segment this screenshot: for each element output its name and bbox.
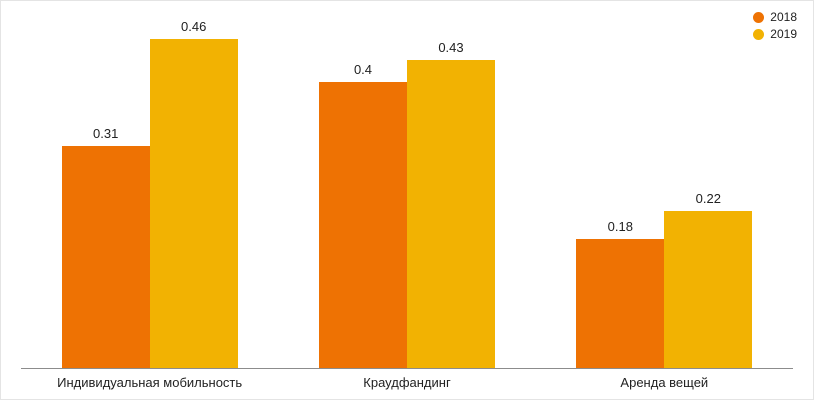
bar-value-label: 0.18 bbox=[607, 219, 633, 235]
legend-color-dot bbox=[753, 28, 765, 40]
bar-2018-3[interactable]: 0.18 bbox=[576, 219, 665, 368]
plot-area: 0.31 0.46 0.4 0.43 0.18 0.22 bbox=[21, 19, 793, 369]
category-label: Краудфандинг bbox=[363, 375, 451, 390]
legend-item-2018: 2018 bbox=[753, 10, 797, 24]
bar-group: 0.4 0.43 bbox=[278, 39, 535, 368]
bar-2019-2[interactable]: 0.43 bbox=[406, 40, 495, 368]
bar-value-label: 0.22 bbox=[695, 190, 721, 206]
legend-label: 2018 bbox=[770, 10, 797, 24]
category-axis: Индивидуальная мобильность Краудфандинг Ар… bbox=[21, 375, 793, 390]
bar-value-label: 0.43 bbox=[438, 40, 464, 56]
bar-group: 0.31 0.46 bbox=[21, 19, 278, 368]
category-label: Индивидуальная мобильность bbox=[57, 375, 243, 390]
legend-color-dot bbox=[753, 11, 765, 23]
legend-label: 2019 bbox=[770, 27, 797, 41]
bar-group: 0.18 0.22 bbox=[536, 39, 793, 368]
bar-value-label: 0.4 bbox=[353, 61, 373, 77]
legend-item-2019: 2019 bbox=[753, 27, 797, 41]
bar-2018-1[interactable]: 0.31 bbox=[61, 126, 150, 368]
bar-2019-3[interactable]: 0.22 bbox=[664, 191, 753, 368]
chart-legend: 2018 2019 bbox=[753, 10, 797, 41]
bar-2019-1[interactable]: 0.46 bbox=[149, 19, 238, 368]
bar-value-label: 0.46 bbox=[181, 19, 207, 34]
bar-2018-2[interactable]: 0.4 bbox=[318, 62, 407, 368]
bar-value-label: 0.31 bbox=[93, 126, 119, 142]
category-label: Аренда вещей bbox=[620, 375, 709, 390]
